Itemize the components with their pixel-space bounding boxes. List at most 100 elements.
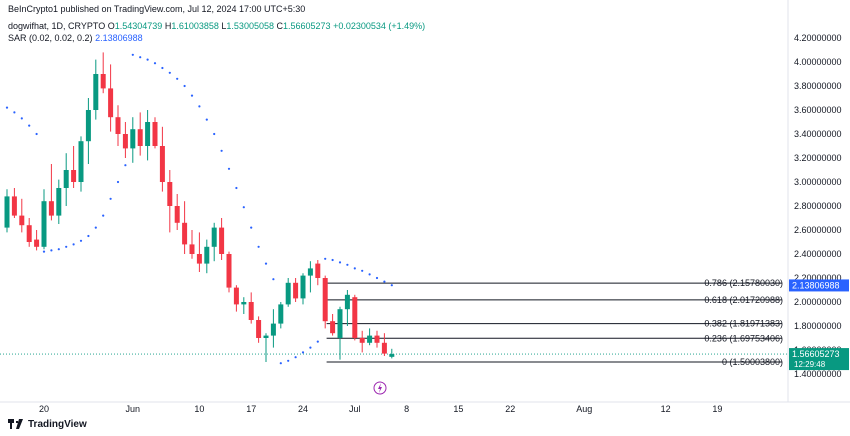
fib-level-label: 0.236 (1.69753406) <box>704 333 783 343</box>
candle <box>26 218 32 247</box>
candle-body <box>374 335 380 343</box>
candle-body <box>226 254 232 288</box>
sar-dot <box>28 124 31 127</box>
candle-body <box>381 342 387 354</box>
countdown-timer-label: 12:29:48 <box>794 360 826 369</box>
tradingview-label: TradingView <box>28 419 87 430</box>
candle <box>307 261 313 293</box>
sar-dot <box>79 239 83 242</box>
candle-body <box>278 304 284 324</box>
sar-dot <box>168 71 171 74</box>
sar-dot <box>94 226 97 229</box>
candle <box>337 306 343 360</box>
candle-body <box>182 222 188 245</box>
sar-dot <box>361 269 364 272</box>
candle-body <box>48 201 54 216</box>
candle <box>374 330 380 348</box>
sar-dot <box>102 214 105 217</box>
candle-body <box>337 309 343 338</box>
candle <box>219 218 225 260</box>
candle <box>182 201 188 254</box>
sar-dot <box>153 62 157 65</box>
x-tick-label: Jun <box>126 404 141 414</box>
sar-dot <box>124 164 127 167</box>
sar-dot <box>146 58 149 61</box>
lightning-icon-bolt <box>378 383 382 393</box>
sar-dot <box>35 132 38 136</box>
sar-dot <box>279 362 282 365</box>
symbol-ohlc-line: dogwifhat, 1D, CRYPTO O1.54304739 H1.610… <box>8 21 425 31</box>
candle-body <box>322 278 328 322</box>
sar-dot <box>250 226 253 229</box>
candle-body <box>174 206 180 223</box>
candle <box>189 230 195 259</box>
candle-body <box>263 335 269 338</box>
sar-dot <box>176 77 179 80</box>
candle-body <box>352 297 358 338</box>
candle-body <box>270 323 276 336</box>
candle <box>211 222 217 262</box>
candle <box>11 188 17 218</box>
candle-body <box>389 354 395 357</box>
candle-body <box>78 141 84 182</box>
candle <box>196 232 202 272</box>
y-tick-label: 1.40000000 <box>794 369 842 379</box>
x-tick-label: Jul <box>349 404 361 414</box>
sar-dot <box>227 167 231 170</box>
candle <box>389 348 395 359</box>
candle <box>130 117 136 163</box>
sar-price-tag-label: 2.13806988 <box>792 280 840 290</box>
candle <box>63 153 69 206</box>
sar-dot <box>87 234 90 238</box>
sar-dot <box>390 284 393 287</box>
candle-body <box>108 88 114 118</box>
high-value: 1.61003858 <box>171 21 219 31</box>
candle <box>159 126 165 192</box>
sar-dot <box>353 267 356 270</box>
candle <box>108 64 114 132</box>
x-tick-label: 10 <box>194 404 204 414</box>
candle-body <box>241 302 247 305</box>
candle <box>41 189 47 250</box>
sar-dot <box>316 340 319 343</box>
candle <box>293 278 299 302</box>
last-price-tag-label: 1.56605273 <box>792 349 840 359</box>
y-tick-label: 3.60000000 <box>794 105 842 115</box>
candle-body <box>300 275 306 299</box>
candle-body <box>219 227 225 254</box>
sar-dot <box>264 262 268 265</box>
sar-dot <box>161 66 164 70</box>
candle <box>34 230 40 251</box>
sar-dot <box>287 359 290 362</box>
x-tick-label: 22 <box>505 404 515 414</box>
candle <box>4 189 10 233</box>
candle-body <box>56 188 62 216</box>
candle <box>233 285 239 312</box>
y-tick-label: 4.00000000 <box>794 57 842 67</box>
close-value: 1.56605273 <box>283 21 331 31</box>
close-label: C <box>276 21 284 31</box>
candle-body <box>26 225 32 242</box>
y-tick-label: 2.40000000 <box>794 249 842 259</box>
candle <box>241 297 247 314</box>
x-tick-label: 20 <box>39 404 49 414</box>
symbol-name: dogwifhat, 1D, CRYPTO <box>8 21 106 31</box>
candle-body <box>256 320 262 338</box>
candle-body <box>71 170 77 182</box>
sar-dot <box>116 180 120 184</box>
x-tick-label: 12 <box>661 404 671 414</box>
x-tick-label: 8 <box>404 404 409 414</box>
candle <box>352 294 358 341</box>
candle-body <box>159 146 165 182</box>
candle-body <box>63 170 69 188</box>
candle <box>115 105 121 146</box>
candle <box>78 136 84 192</box>
x-tick-label: 17 <box>246 404 256 414</box>
sar-dot <box>131 53 134 56</box>
candle <box>270 309 276 348</box>
candle <box>322 275 328 329</box>
candle <box>48 164 54 221</box>
sar-dot <box>205 118 208 121</box>
candle-body <box>233 287 239 305</box>
